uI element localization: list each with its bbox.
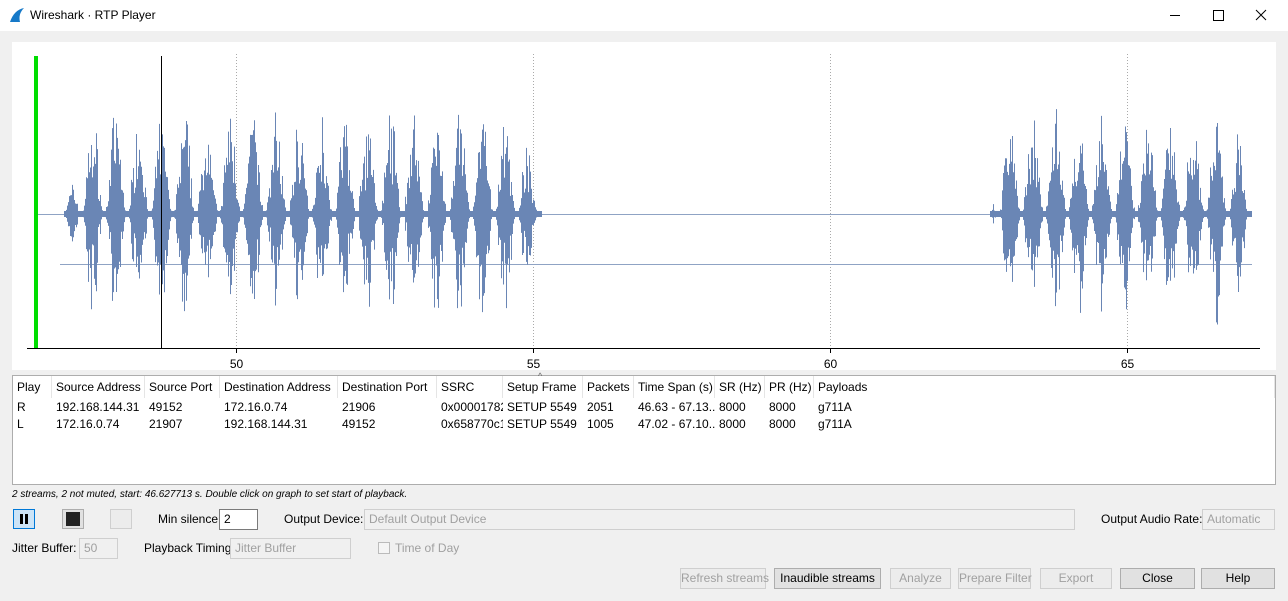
table-cell: 0x00001782 [441,400,503,414]
column-header[interactable]: Play [13,376,52,398]
button: Prepare Filter [958,568,1032,589]
table-cell: R [17,400,26,414]
table-cell: g711A [818,417,852,431]
combobox: Automatic [1202,509,1275,530]
table-cell: 192.168.144.31 [56,400,140,414]
column-header[interactable]: Destination Port [338,376,437,398]
table-cell: 49152 [342,417,376,431]
button: Refresh streams [680,568,769,589]
stop-button[interactable] [62,509,84,529]
table-cell: 172.16.0.74 [224,400,288,414]
skip-button [110,509,132,529]
table-cell: L [17,417,24,431]
label: Output Audio Rate: [1101,512,1203,526]
button[interactable]: Inaudible streams [774,568,881,589]
column-header[interactable]: SSRC [437,376,503,398]
window-buttons[interactable] [1150,0,1288,31]
table-cell: 8000 [719,417,746,431]
waveform [64,109,1252,325]
column-header[interactable]: Packets [583,376,634,398]
table-cell: 49152 [149,400,183,414]
table-cell: 172.16.0.74 [56,417,120,431]
pause-button[interactable] [13,509,35,529]
column-header[interactable]: Source Address [52,376,145,398]
table-cell: 192.168.144.31 [224,417,308,431]
column-header[interactable]: SR (Hz) [715,376,765,398]
table-cell: 2051 [587,400,614,414]
spinbox[interactable]: 2 [219,509,258,530]
button: Export [1040,568,1112,589]
waveform-graph[interactable]: 50 55 60 65 [12,42,1276,371]
table-cell: 8000 [719,400,746,414]
table-cell: SETUP 5549 [507,417,577,431]
x-tick-label: 55 [527,357,541,370]
table-cell: 8000 [769,417,796,431]
stream-table[interactable]: Play Source Address Source Port Destination… [12,371,1276,485]
table-cell: 21907 [149,417,183,431]
label: Output Device: [284,512,364,526]
label: Min silence: [158,512,222,526]
pause-icon [20,514,28,524]
app-icon [10,8,24,22]
table-cell: SETUP 5549 [507,400,577,414]
table-cell: 21906 [342,400,376,414]
combobox: Default Output Device [364,509,1075,530]
button[interactable]: Close [1120,568,1195,589]
table-cell: g711A [818,400,852,414]
label: Playback Timing: [144,541,235,555]
sort-indicator: ^ [538,371,543,381]
spinbox: 50 [79,538,118,559]
table-cell: 1005 [587,417,614,431]
label: Jitter Buffer: [12,541,77,555]
graph-canvas: 50 55 60 65 [27,54,1260,371]
column-header[interactable]: Source Port [145,376,220,398]
x-tick-label: 60 [824,357,838,370]
status-text: 2 streams, 2 not muted, start: 46.627713… [12,489,408,500]
button: Analyze [890,568,951,589]
playback-start-marker [34,56,38,348]
x-tick-label: 50 [230,357,244,370]
title-bar: Wireshark · RTP Player [0,0,1288,31]
column-header[interactable]: Time Span (s) [634,376,715,398]
column-header[interactable]: Destination Address [220,376,338,398]
table-cell: 0x658770c1 [441,417,503,431]
stop-icon [66,512,80,526]
column-header[interactable]: Payloads [814,376,1275,398]
column-header[interactable]: PR (Hz) [765,376,814,398]
combobox: Jitter Buffer [230,538,351,559]
column-header[interactable]: Setup Frame [503,376,583,398]
checkbox [378,542,390,554]
x-tick-label: 65 [1121,357,1135,370]
window-title: Wireshark · RTP Player [30,8,156,22]
table-cell: 46.63 - 67.13... [638,400,715,414]
table-cell: 47.02 - 67.10... [638,417,715,431]
table-cell: 8000 [769,400,796,414]
button[interactable]: Help [1201,568,1275,589]
label: Time of Day [395,541,460,555]
